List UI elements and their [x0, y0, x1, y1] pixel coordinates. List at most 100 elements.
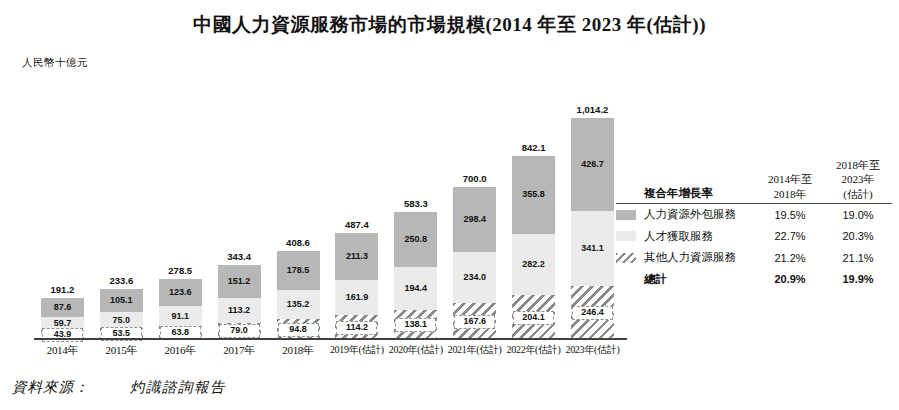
bar-segment-value-label: 113.2 [228, 306, 250, 315]
legend-row-value-v2: 19.9% [824, 273, 892, 285]
bar-segment-value-label: 426.7 [581, 160, 604, 169]
bar-segment-other-hr: 114.2 [335, 315, 378, 340]
legend-row-value-v1: 22.7% [756, 230, 824, 242]
bar-segment-value-label: 114.2 [336, 321, 377, 335]
bar-total-label: 343.4 [227, 251, 251, 262]
legend-row-3: 總計20.9%19.9% [616, 269, 892, 290]
legend-row-value-v1: 21.2% [756, 252, 824, 264]
x-axis-label-2022: 2022年(估計) [504, 343, 563, 358]
bar-segment-talent-acquisition: 91.1 [159, 306, 202, 326]
legend-row-1: 人才獲取服務22.7%20.3% [616, 226, 892, 247]
bar-segment-talent-acquisition: 341.1 [571, 211, 614, 286]
legend-row-value-v1: 20.9% [756, 273, 824, 285]
bar-segment-outsourcing: 123.6 [159, 279, 202, 306]
bar-segment-value-label: 178.5 [287, 266, 310, 275]
bar-segment-talent-acquisition: 75.0 [100, 312, 143, 328]
bar-total-label: 842.1 [522, 142, 546, 153]
bar-segment-value-label: 246.4 [572, 306, 613, 320]
bar-segment-value-label: 43.9 [42, 328, 83, 342]
bar-column-2023: 1,014.2 426.7 341.1 246.4 [563, 104, 622, 340]
bar-segment-talent-acquisition: 135.2 [277, 290, 320, 320]
bar-segment-value-label: 250.8 [405, 235, 428, 244]
bar-segment-value-label: 234.0 [463, 273, 486, 282]
x-axis-label-2020: 2020年(估計) [386, 343, 445, 358]
source-text: 灼識諮詢報告 [130, 378, 226, 397]
bar-segment-other-hr: 94.8 [277, 319, 320, 340]
bar-segment-outsourcing: 87.6 [41, 298, 84, 317]
legend-swatch-light-icon [616, 231, 636, 241]
bar-total-label: 408.6 [286, 237, 310, 248]
bar-total-label: 233.6 [109, 275, 133, 286]
bar-chart-plot-area: 191.287.659.743.9233.6105.175.053.5278.5… [33, 100, 622, 340]
bar-segment-other-hr: 138.1 [394, 310, 437, 340]
bar-segment-value-label: 211.3 [346, 252, 368, 261]
bar-segment-outsourcing: 105.1 [100, 289, 143, 312]
bar-segment-talent-acquisition: 234.0 [453, 252, 496, 303]
x-axis-label-2019: 2019年(估計) [327, 343, 386, 358]
legend-swatch-zone [616, 231, 644, 241]
legend-header-col-2018-2023: 2018年至 2023年 (估計) [824, 158, 892, 201]
legend-row-2: 其他人力資源服務21.2%21.1% [616, 247, 892, 268]
bar-segment-value-label: 94.8 [278, 323, 319, 337]
bar-column-2016: 278.5123.691.163.8 [151, 265, 210, 340]
bar-total-label: 487.4 [345, 219, 369, 230]
bar-segment-talent-acquisition: 161.9 [335, 280, 378, 316]
bar-segment-talent-acquisition: 194.4 [394, 267, 437, 310]
bar-segment-value-label: 87.6 [54, 303, 72, 312]
legend-row-label: 總計 [644, 272, 756, 287]
legend-row-0: 人力資源外包服務19.5%19.0% [616, 204, 892, 225]
legend-header-col-2014-2018: 2014年至 2018年 [756, 172, 824, 201]
x-axis-label-2023: 2023年(估計) [563, 343, 622, 358]
x-axis-label-2021: 2021年(估計) [445, 343, 504, 358]
legend-row-value-v2: 20.3% [824, 230, 892, 242]
bar-column-2014: 191.2 87.6 59.743.9 [33, 284, 92, 340]
bar-segment-value-label: 75.0 [113, 316, 131, 325]
legend-row-label: 其他人力資源服務 [644, 250, 756, 265]
bar-segment-outsourcing: 178.5 [277, 251, 320, 290]
bar-segment-value-label: 298.4 [463, 215, 486, 224]
bar-segment-value-label: 282.2 [522, 260, 545, 269]
bar-segment-talent-acquisition: 113.2 [218, 298, 261, 323]
bar-segment-value-label: 135.2 [287, 300, 310, 309]
legend-row-value-v1: 19.5% [756, 209, 824, 221]
legend-swatch-empty [616, 274, 636, 284]
bar-segment-other-hr: 204.1 [512, 295, 555, 340]
cagr-legend-table: 複合年增長率 2014年至 2018年 2018年至 2023年 (估計) 人力… [616, 158, 892, 290]
bar-segment-value-label: 105.1 [110, 296, 133, 305]
bar-segment-value-label: 167.6 [454, 315, 495, 329]
bar-segment-other-hr: 167.6 [453, 303, 496, 340]
bar-total-label: 1,014.2 [577, 104, 609, 115]
legend-swatch-zone [616, 274, 644, 284]
bar-segment-outsourcing: 250.8 [394, 212, 437, 267]
x-axis-label-2014: 2014年 [33, 343, 92, 358]
x-axis-labels: 2014年2015年2016年2017年2018年2019年(估計)2020年(… [33, 343, 622, 358]
bar-segment-value-label: 194.4 [405, 284, 428, 293]
bar-column-2020: 583.3 250.8 194.4 138.1 [386, 198, 445, 340]
legend-row-value-v2: 21.1% [824, 252, 892, 264]
y-axis-unit-label: 人民幣十億元 [22, 56, 88, 70]
legend-swatch-zone [616, 253, 644, 263]
bar-segment-value-label: 161.9 [346, 293, 369, 302]
source-prefix: 資料來源： [12, 378, 90, 397]
bar-segment-talent-acquisition: 282.2 [512, 234, 555, 296]
bar-column-2019: 487.4 211.3 161.9 114.2 [327, 219, 386, 340]
x-axis-label-2017: 2017年 [210, 343, 269, 358]
bar-segment-value-label: 59.7 [54, 319, 72, 328]
x-axis-label-2018: 2018年 [269, 343, 328, 358]
x-axis-label-2016: 2016年 [151, 343, 210, 358]
bar-segment-value-label: 204.1 [513, 311, 554, 325]
bar-column-2021: 700.0298.4234.0167.6 [445, 173, 504, 340]
bar-segment-value-label: 355.8 [522, 190, 545, 199]
legend-row-label: 人才獲取服務 [644, 229, 756, 244]
bar-segment-value-label: 91.1 [171, 312, 189, 321]
legend-header-row: 複合年增長率 2014年至 2018年 2018年至 2023年 (估計) [616, 158, 892, 204]
bar-total-label: 278.5 [168, 265, 192, 276]
bar-column-2018: 408.6 178.5 135.2 94.8 [269, 237, 328, 340]
legend-swatch-dark-icon [616, 210, 636, 220]
bar-column-2015: 233.6105.175.053.5 [92, 275, 151, 340]
bar-total-label: 583.3 [404, 198, 428, 209]
bar-column-2022: 842.1 355.8 282.2 204.1 [504, 142, 563, 340]
x-axis-label-2015: 2015年 [92, 343, 151, 358]
bar-segment-outsourcing: 211.3 [335, 233, 378, 279]
bar-total-label: 191.2 [51, 284, 75, 295]
